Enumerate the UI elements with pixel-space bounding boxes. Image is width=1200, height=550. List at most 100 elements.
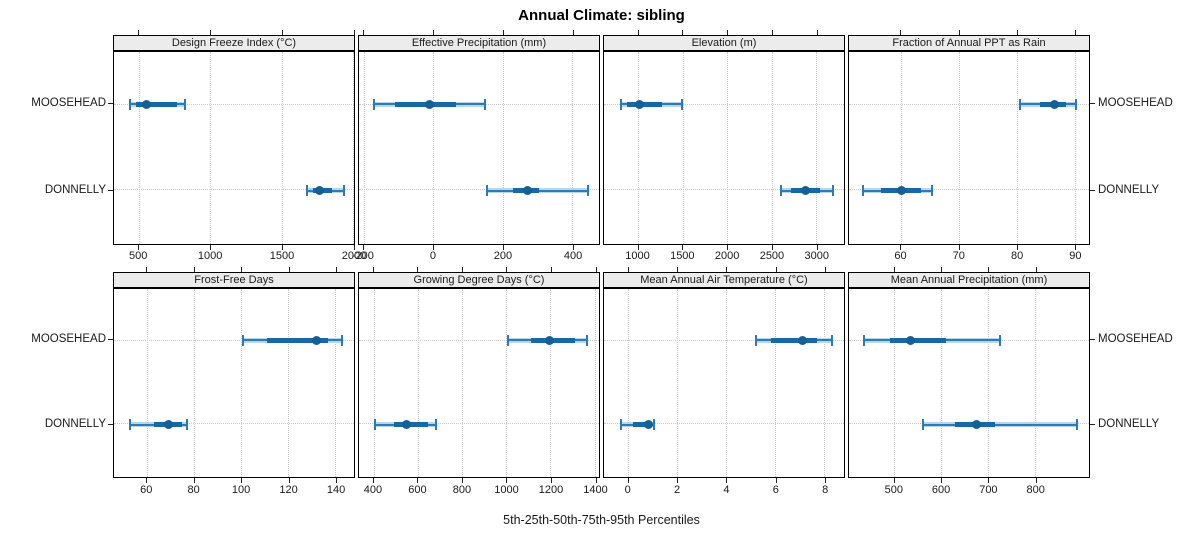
percentiles-caption: 5th-25th-50th-75th-95th Percentiles [503,513,700,527]
gridline-horizontal [114,103,354,105]
gridline-vertical [594,289,596,477]
panel-effective-precipitation [358,51,600,245]
gridline-horizontal [604,423,844,425]
gridline-vertical [417,289,419,477]
axis-tick [595,478,597,483]
p5-cap-donnelly-elevation [780,185,783,197]
p95-cap-moosehead-growing-degree-days [585,334,588,346]
axis-tick [461,478,463,483]
axis-tick-top [288,267,290,272]
gridline-vertical [506,289,508,477]
axis-tick-top [417,267,419,272]
site-label-left-donnelly: DONNELLY [44,183,106,196]
gridline-vertical [193,289,195,477]
median-dot-moosehead-design-freeze-index [141,99,151,109]
axis-tick-label: 1200 [538,484,564,496]
axis-tick [417,478,419,483]
median-dot-moosehead-effective-precipitation [425,99,435,109]
p5-cap-donnelly-effective-precipitation [486,185,489,197]
gridline-vertical [373,289,375,477]
p95-cap-moosehead-mean-annual-air-temperature [830,334,833,346]
row-tick [1090,189,1095,191]
axis-tick-label: 2500 [759,250,785,262]
p5-cap-donnelly-frost-free-days [129,419,132,431]
p95-cap-moosehead-design-freeze-index [183,98,186,110]
gridline-vertical [894,289,896,477]
site-label-left-donnelly: DONNELLY [44,417,106,430]
axis-tick [627,478,629,483]
axis-tick-label: 3000 [804,250,830,262]
site-label-left-moosehead: MOOSEHEAD [31,333,106,346]
axis-tick-label: 8 [822,484,829,496]
axis-tick-label: 1000 [197,250,223,262]
gridline-horizontal [849,189,1089,191]
row-tick [1090,423,1095,425]
axis-tick-top [362,30,364,35]
axis-tick-top [775,267,777,272]
panel-mean-annual-precipitation [848,288,1090,478]
p5-cap-donnelly-mean-annual-precipitation [921,419,924,431]
p95-cap-donnelly-mean-annual-precipitation [1076,419,1079,431]
gridline-vertical [775,289,777,477]
axis-tick-top [958,30,960,35]
axis-tick [988,478,990,483]
p95-cap-donnelly-frost-free-days [185,419,188,431]
axis-tick-label: 1500 [670,250,695,262]
axis-tick [353,245,355,250]
iqr-box-donnelly-mean-annual-air-temperature [633,422,651,428]
gridline-horizontal [604,103,844,105]
axis-tick [146,478,148,483]
p5-cap-donnelly-fraction-annual-ppt-as-rain [862,185,865,197]
p5-cap-moosehead-frost-free-days [242,334,245,346]
panel-strip-mean-annual-precipitation: Mean Annual Precipitation (mm) [848,272,1090,288]
p95-cap-moosehead-frost-free-days [341,334,344,346]
axis-tick [573,245,575,250]
axis-tick [362,245,364,250]
axis-tick-top [138,30,140,35]
row-tick [1090,339,1095,341]
axis-tick-top [988,267,990,272]
gridline-vertical [572,52,574,244]
axis-tick [551,478,553,483]
axis-tick-label: 500 [884,484,904,496]
axis-tick-label: 2 [674,484,681,496]
axis-tick-top [677,267,679,272]
median-dot-moosehead-growing-degree-days [544,335,554,345]
gridline-vertical [288,289,290,477]
p5-cap-moosehead-fraction-annual-ppt-as-rain [1018,98,1021,110]
p95-cap-donnelly-mean-annual-air-temperature [653,419,656,431]
panel-fraction-annual-ppt-as-rain [848,51,1090,245]
gridline-vertical [816,52,817,244]
p5-cap-moosehead-elevation [620,98,623,110]
axis-tick [282,245,284,250]
panel-strip-frost-free-days: Frost-Free Days [113,272,355,288]
site-label-right-moosehead: MOOSEHEAD [1098,333,1173,346]
axis-tick-top [193,267,195,272]
median-dot-moosehead-mean-annual-air-temperature [797,335,807,345]
axis-tick-label: 1500 [269,250,295,262]
row-tick [108,339,113,341]
gridline-vertical [958,52,960,244]
median-dot-moosehead-fraction-annual-ppt-as-rain [1049,99,1059,109]
p5-cap-moosehead-mean-annual-air-temperature [754,334,757,346]
axis-tick [1017,245,1019,250]
gridline-vertical [726,289,728,477]
axis-tick-label: 80 [187,484,200,496]
axis-tick [682,245,684,250]
axis-tick-top [336,267,338,272]
p95-cap-donnelly-elevation [831,185,834,197]
p95-cap-moosehead-fraction-annual-ppt-as-rain [1075,98,1078,110]
median-dot-donnelly-mean-annual-air-temperature [643,420,653,430]
median-dot-moosehead-elevation [635,99,645,109]
gridline-vertical [502,52,504,244]
chart-title: Annual Climate: sibling [518,7,685,24]
p95-cap-moosehead-elevation [680,98,683,110]
panel-strip-growing-degree-days: Growing Degree Days (°C) [358,272,600,288]
axis-tick-top [727,30,729,35]
axis-tick-top [1035,267,1037,272]
p5-cap-moosehead-effective-precipitation [373,98,376,110]
axis-tick [941,478,943,483]
p5-cap-donnelly-mean-annual-air-temperature [620,419,623,431]
panel-mean-annual-air-temperature [603,288,845,478]
axis-tick-top [726,267,728,272]
